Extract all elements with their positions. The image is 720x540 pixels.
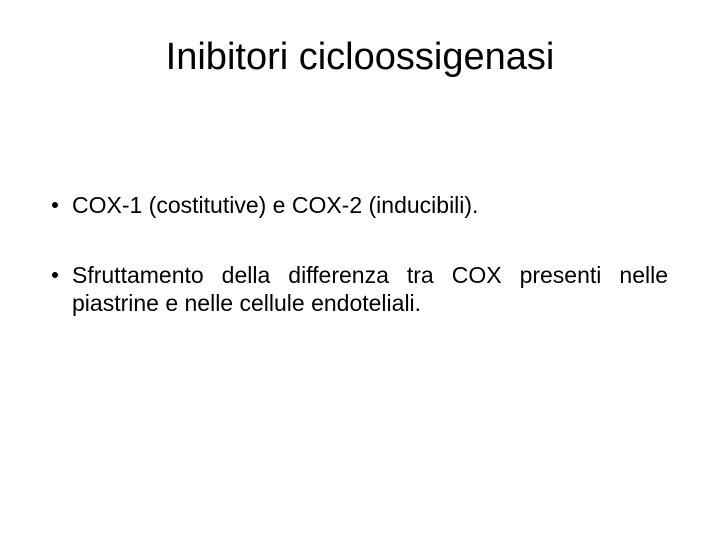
bullet-item: COX-1 (costitutive) e COX-2 (inducibili)… [52, 191, 668, 219]
bullet-dot-icon [52, 202, 58, 208]
bullet-text: COX-1 (costitutive) e COX-2 (inducibili)… [72, 191, 668, 219]
slide-body: COX-1 (costitutive) e COX-2 (inducibili)… [46, 191, 674, 317]
slide: Inibitori cicloossigenasi COX-1 (costitu… [0, 0, 720, 540]
bullet-text: Sfruttamento della differenza tra COX pr… [72, 261, 668, 317]
bullet-item: Sfruttamento della differenza tra COX pr… [52, 261, 668, 317]
bullet-dot-icon [52, 272, 58, 278]
slide-title: Inibitori cicloossigenasi [46, 36, 674, 79]
